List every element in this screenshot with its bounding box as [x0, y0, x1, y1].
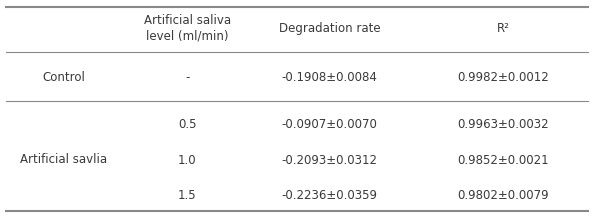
Text: Artificial savlia: Artificial savlia — [20, 153, 108, 166]
Text: 0.9802±0.0079: 0.9802±0.0079 — [457, 189, 549, 202]
Text: 0.9852±0.0021: 0.9852±0.0021 — [457, 154, 549, 167]
Text: R²: R² — [497, 22, 510, 35]
Text: 0.5: 0.5 — [178, 118, 197, 131]
Text: -0.0907±0.0070: -0.0907±0.0070 — [282, 118, 378, 131]
Text: Artificial saliva
level (ml/min): Artificial saliva level (ml/min) — [144, 14, 230, 43]
Text: Control: Control — [42, 71, 86, 84]
Text: -0.2236±0.0359: -0.2236±0.0359 — [282, 189, 378, 202]
Text: 1.0: 1.0 — [178, 154, 197, 167]
Text: -: - — [185, 71, 189, 84]
Text: 0.9963±0.0032: 0.9963±0.0032 — [457, 118, 549, 131]
Text: 1.5: 1.5 — [178, 189, 197, 202]
Text: Degradation rate: Degradation rate — [279, 22, 381, 35]
Text: 0.9982±0.0012: 0.9982±0.0012 — [457, 71, 549, 84]
Text: -0.1908±0.0084: -0.1908±0.0084 — [282, 71, 378, 84]
Text: -0.2093±0.0312: -0.2093±0.0312 — [282, 154, 378, 167]
